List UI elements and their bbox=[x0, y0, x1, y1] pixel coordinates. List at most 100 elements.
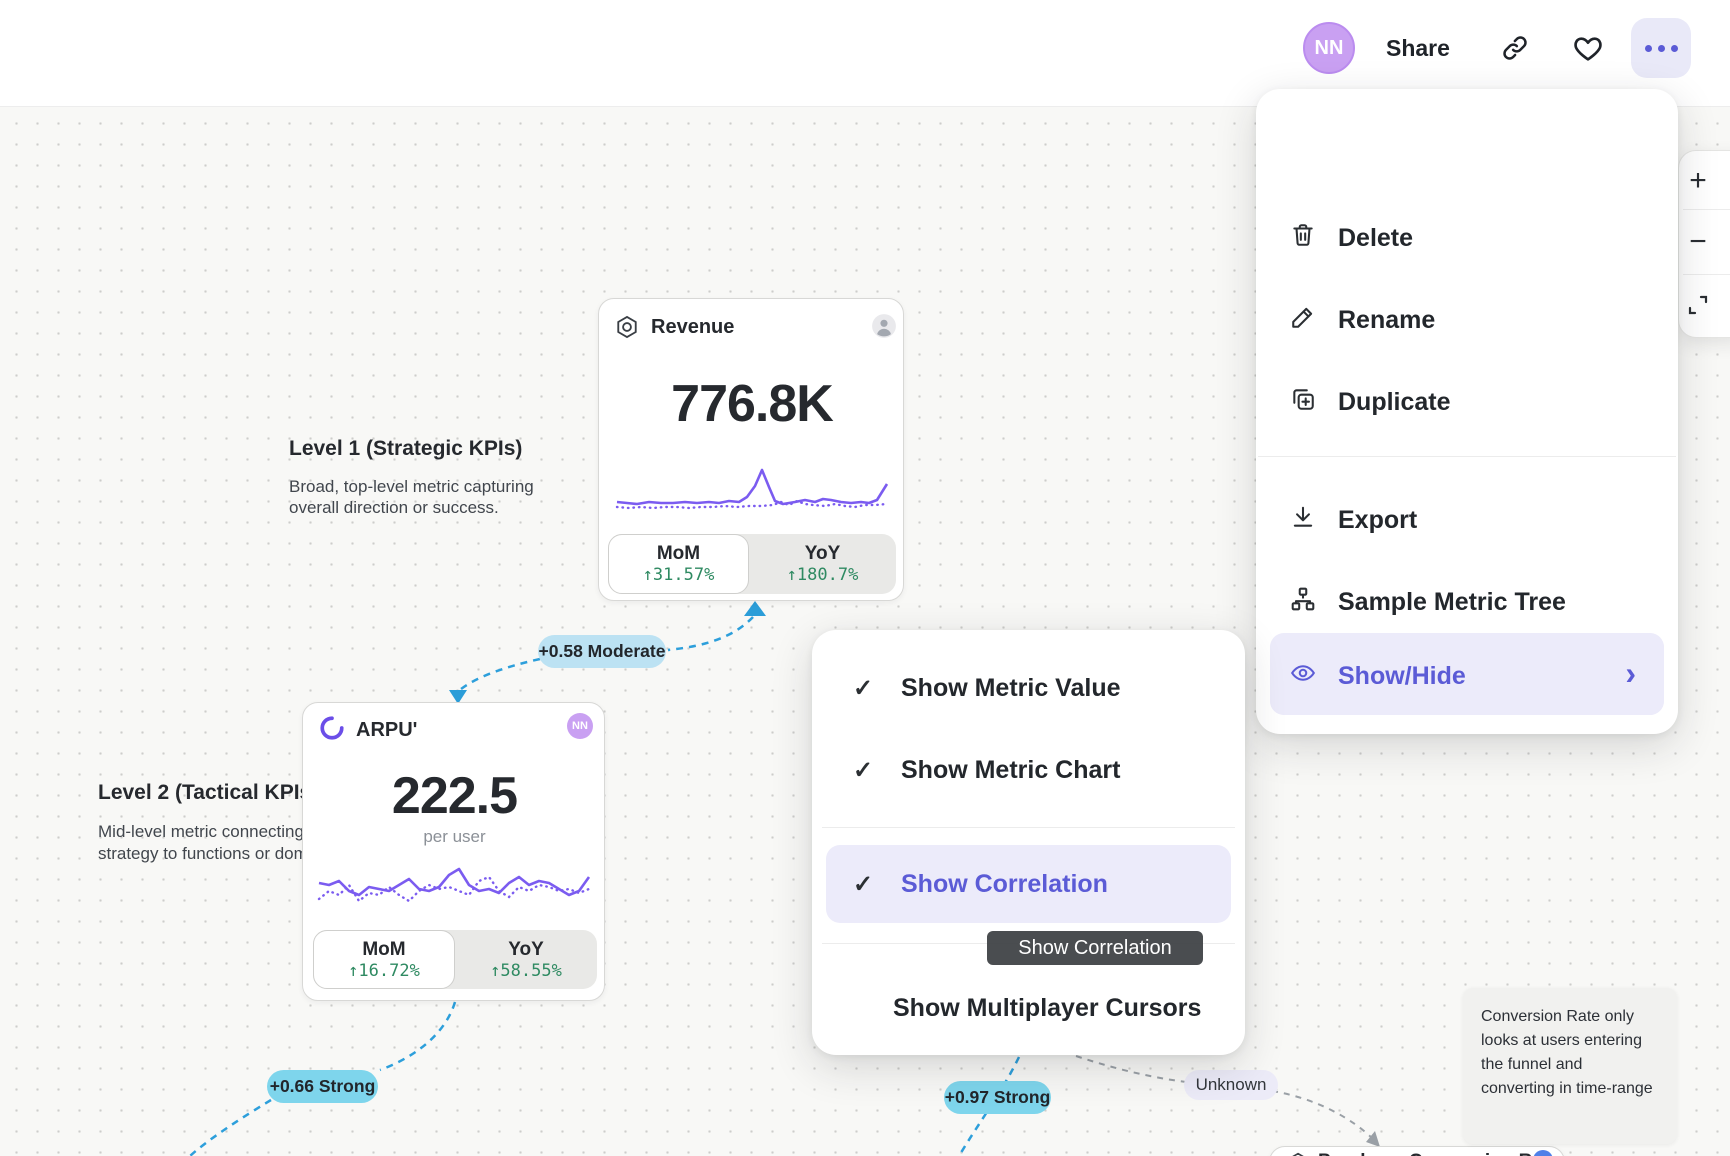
person-avatar-icon bbox=[871, 313, 897, 344]
purchase-avatar bbox=[1533, 1150, 1553, 1156]
submenu-item-show-correlation[interactable]: ✓ Show Correlation bbox=[826, 845, 1231, 923]
metric-hexagon-icon bbox=[1288, 1152, 1308, 1156]
menu-item-duplicate[interactable]: Duplicate bbox=[1290, 386, 1451, 419]
show-hide-submenu: ✓ Show Metric Value ✓ Show Metric Chart … bbox=[812, 630, 1245, 1055]
check-icon: ✓ bbox=[853, 871, 874, 898]
zoom-in-button[interactable]: + bbox=[1679, 153, 1717, 209]
menu-item-label: Export bbox=[1338, 506, 1418, 534]
plus-icon: + bbox=[1689, 164, 1707, 197]
arpu-unit: per user bbox=[423, 827, 486, 846]
arpu-tab-yoy[interactable]: YoY ↑58.55% bbox=[455, 930, 597, 989]
submenu-item-label: Show Multiplayer Cursors bbox=[893, 994, 1202, 1022]
arpu-yoy-label: YoY bbox=[508, 939, 544, 960]
crescent-metric-icon bbox=[319, 715, 345, 746]
fit-view-button[interactable] bbox=[1679, 279, 1717, 335]
menu-item-label: Delete bbox=[1338, 224, 1414, 252]
metric-hexagon-icon bbox=[615, 315, 639, 344]
pencil-icon bbox=[1290, 304, 1316, 337]
submenu-item-show-metric-chart[interactable]: ✓ Show Metric Chart bbox=[853, 756, 1120, 785]
arpu-yoy-value: ↑58.55% bbox=[490, 961, 562, 981]
correlation-badge-revenue-arpu: +0.58 Moderate bbox=[538, 635, 666, 668]
level-2-desc-line1: Mid-level metric connecting bbox=[98, 822, 304, 841]
revenue-tab-yoy[interactable]: YoY ↑180.7% bbox=[749, 534, 896, 594]
purchase-card-title: Purchase Conversion R bbox=[1318, 1151, 1532, 1156]
zoom-out-button[interactable]: − bbox=[1679, 211, 1717, 273]
note-line4: converting in time-range bbox=[1481, 1080, 1653, 1097]
revenue-tab-mom[interactable]: MoM ↑31.57% bbox=[608, 534, 749, 594]
arpu-value: 222.5 bbox=[391, 767, 518, 825]
metric-card-purchase-conversion[interactable]: Purchase Conversion R bbox=[1269, 1146, 1565, 1156]
revenue-mom-label: MoM bbox=[656, 543, 701, 564]
revenue-card-title: Revenue bbox=[651, 316, 735, 338]
correlation-badge-unknown: Unknown bbox=[1184, 1070, 1278, 1100]
trash-icon bbox=[1290, 222, 1316, 255]
menu-divider bbox=[1258, 456, 1676, 457]
level-2-annotation: Level 2 (Tactical KPIs) Mid-level metric… bbox=[98, 781, 344, 865]
check-icon: ✓ bbox=[853, 757, 874, 784]
level-2-desc-line2: strategy to functions or domains. bbox=[98, 844, 344, 863]
revenue-mom-value: ↑31.57% bbox=[642, 565, 715, 585]
ellipsis-dot bbox=[1670, 44, 1678, 52]
menu-item-label: Sample Metric Tree bbox=[1338, 588, 1566, 616]
more-options-button[interactable] bbox=[1631, 18, 1691, 78]
minus-icon: − bbox=[1689, 225, 1707, 258]
level-2-title: Level 2 (Tactical KPIs) bbox=[98, 781, 319, 804]
correlation-badge-arpu-left: +0.66 Strong bbox=[267, 1070, 378, 1103]
submenu-divider bbox=[822, 827, 1235, 828]
menu-item-export[interactable]: Export bbox=[1290, 504, 1417, 537]
user-avatar[interactable]: NN bbox=[1303, 22, 1355, 74]
arpu-mom-label: MoM bbox=[362, 939, 406, 960]
ellipsis-dot bbox=[1657, 44, 1665, 52]
toolbar-divider bbox=[1683, 209, 1730, 210]
copy-link-icon[interactable] bbox=[1500, 33, 1530, 68]
more-options-menu: Delete Rename Duplicate bbox=[1256, 89, 1678, 734]
level-1-desc-line1: Broad, top-level metric capturing bbox=[289, 477, 534, 496]
toolbar-divider bbox=[1683, 274, 1730, 275]
menu-item-rename[interactable]: Rename bbox=[1290, 304, 1435, 337]
show-correlation-tooltip: Show Correlation bbox=[987, 931, 1203, 965]
note-line2: looks at users entering bbox=[1481, 1032, 1642, 1049]
menu-item-delete[interactable]: Delete bbox=[1290, 222, 1413, 255]
show-hide-row[interactable]: Show/Hide › bbox=[1270, 633, 1664, 715]
note-line3: the funnel and bbox=[1481, 1056, 1583, 1073]
metric-tree-icon bbox=[1290, 586, 1316, 619]
download-icon bbox=[1290, 504, 1316, 537]
submenu-item-label: Show Metric Chart bbox=[901, 756, 1121, 784]
ellipsis-dot bbox=[1644, 44, 1652, 52]
metric-card-arpu[interactable]: ARPU' NN 222.5 per user MoM ↑16.72% YoY … bbox=[302, 702, 605, 1001]
level-1-desc-line2: overall direction or success. bbox=[289, 498, 499, 517]
revenue-yoy-label: YoY bbox=[804, 543, 841, 564]
submenu-item-show-multiplayer-cursors[interactable]: Show Multiplayer Cursors bbox=[893, 994, 1201, 1023]
revenue-value: 776.8K bbox=[671, 375, 834, 433]
revenue-yoy-value: ↑180.7% bbox=[786, 565, 859, 585]
submenu-item-label: Show Correlation bbox=[901, 870, 1108, 898]
chevron-right-icon: › bbox=[1625, 655, 1636, 691]
correlation-badge-arpu-right: +0.97 Strong bbox=[944, 1081, 1051, 1114]
submenu-item-show-metric-value[interactable]: ✓ Show Metric Value bbox=[853, 674, 1121, 703]
level-1-annotation: Level 1 (Strategic KPIs) Broad, top-leve… bbox=[289, 437, 534, 518]
arpu-sparkline bbox=[317, 861, 591, 924]
share-button[interactable]: Share bbox=[1386, 35, 1450, 61]
arpu-tab-group: MoM ↑16.72% YoY ↑58.55% bbox=[313, 930, 597, 989]
arpu-card-title: ARPU' bbox=[356, 719, 418, 741]
eye-icon bbox=[1290, 660, 1316, 693]
check-icon: ✓ bbox=[853, 675, 874, 702]
menu-item-label: Duplicate bbox=[1338, 388, 1451, 416]
canvas-zoom-toolbar: + − bbox=[1678, 150, 1730, 338]
duplicate-icon bbox=[1290, 386, 1316, 419]
menu-item-label: Rename bbox=[1338, 306, 1436, 334]
metric-card-revenue[interactable]: Revenue 776.8K MoM ↑31.57% YoY ↑180.7% bbox=[598, 298, 904, 601]
arpu-tab-mom[interactable]: MoM ↑16.72% bbox=[313, 930, 455, 989]
canvas-note[interactable]: Conversion Rate only looks at users ente… bbox=[1463, 988, 1677, 1144]
menu-item-label: Show/Hide bbox=[1338, 662, 1466, 690]
note-line1: Conversion Rate only bbox=[1481, 1008, 1634, 1025]
arpu-avatar: NN bbox=[567, 713, 593, 739]
submenu-item-label: Show Metric Value bbox=[901, 674, 1121, 702]
favorite-heart-icon[interactable] bbox=[1572, 32, 1604, 69]
arpu-mom-value: ↑16.72% bbox=[348, 961, 420, 981]
revenue-sparkline bbox=[615, 461, 889, 528]
menu-item-sample-metric-tree[interactable]: Sample Metric Tree bbox=[1290, 586, 1566, 619]
level-1-title: Level 1 (Strategic KPIs) bbox=[289, 437, 523, 460]
revenue-tab-group: MoM ↑31.57% YoY ↑180.7% bbox=[608, 534, 896, 594]
